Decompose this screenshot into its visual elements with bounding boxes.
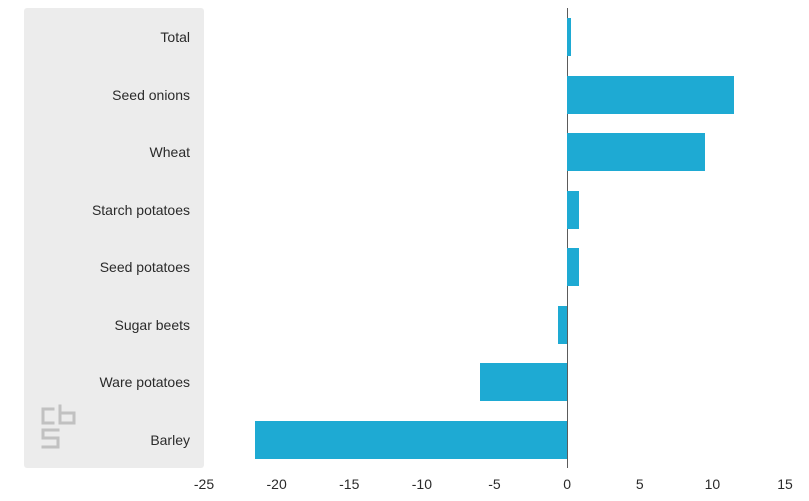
y-axis-label: Ware potatoes bbox=[24, 375, 190, 389]
x-axis-label: 10 bbox=[705, 476, 721, 492]
x-axis-label: 0 bbox=[563, 476, 571, 492]
y-axis-label: Sugar beets bbox=[24, 318, 190, 332]
bar bbox=[480, 363, 567, 401]
x-axis-label: -20 bbox=[267, 476, 287, 492]
bar bbox=[558, 306, 567, 344]
x-gridline bbox=[349, 8, 350, 468]
bar bbox=[567, 18, 571, 56]
y-axis-label: Wheat bbox=[24, 145, 190, 159]
cbs-logo bbox=[36, 403, 84, 451]
x-gridline bbox=[204, 8, 205, 468]
x-axis-label: -10 bbox=[412, 476, 432, 492]
x-axis-label: -15 bbox=[339, 476, 359, 492]
x-gridline bbox=[277, 8, 278, 468]
x-gridline bbox=[785, 8, 786, 468]
bar bbox=[567, 76, 734, 114]
chart-container: Total Seed onions Wheat Starch potatoes Seed… bbox=[24, 8, 785, 493]
bar bbox=[567, 133, 705, 171]
bar bbox=[567, 191, 579, 229]
x-axis-label: -25 bbox=[194, 476, 214, 492]
y-axis-label: Total bbox=[24, 30, 190, 44]
y-axis-label: Starch potatoes bbox=[24, 203, 190, 217]
x-gridline bbox=[422, 8, 423, 468]
y-axis-label: Seed potatoes bbox=[24, 260, 190, 274]
y-axis-label: Seed onions bbox=[24, 88, 190, 102]
x-axis-label: 5 bbox=[636, 476, 644, 492]
bar bbox=[255, 421, 567, 459]
x-axis-label: 15 bbox=[777, 476, 793, 492]
plot-area: Total Seed onions Wheat Starch potatoes Seed… bbox=[24, 8, 785, 468]
x-axis-label: -5 bbox=[488, 476, 500, 492]
bar bbox=[567, 248, 579, 286]
